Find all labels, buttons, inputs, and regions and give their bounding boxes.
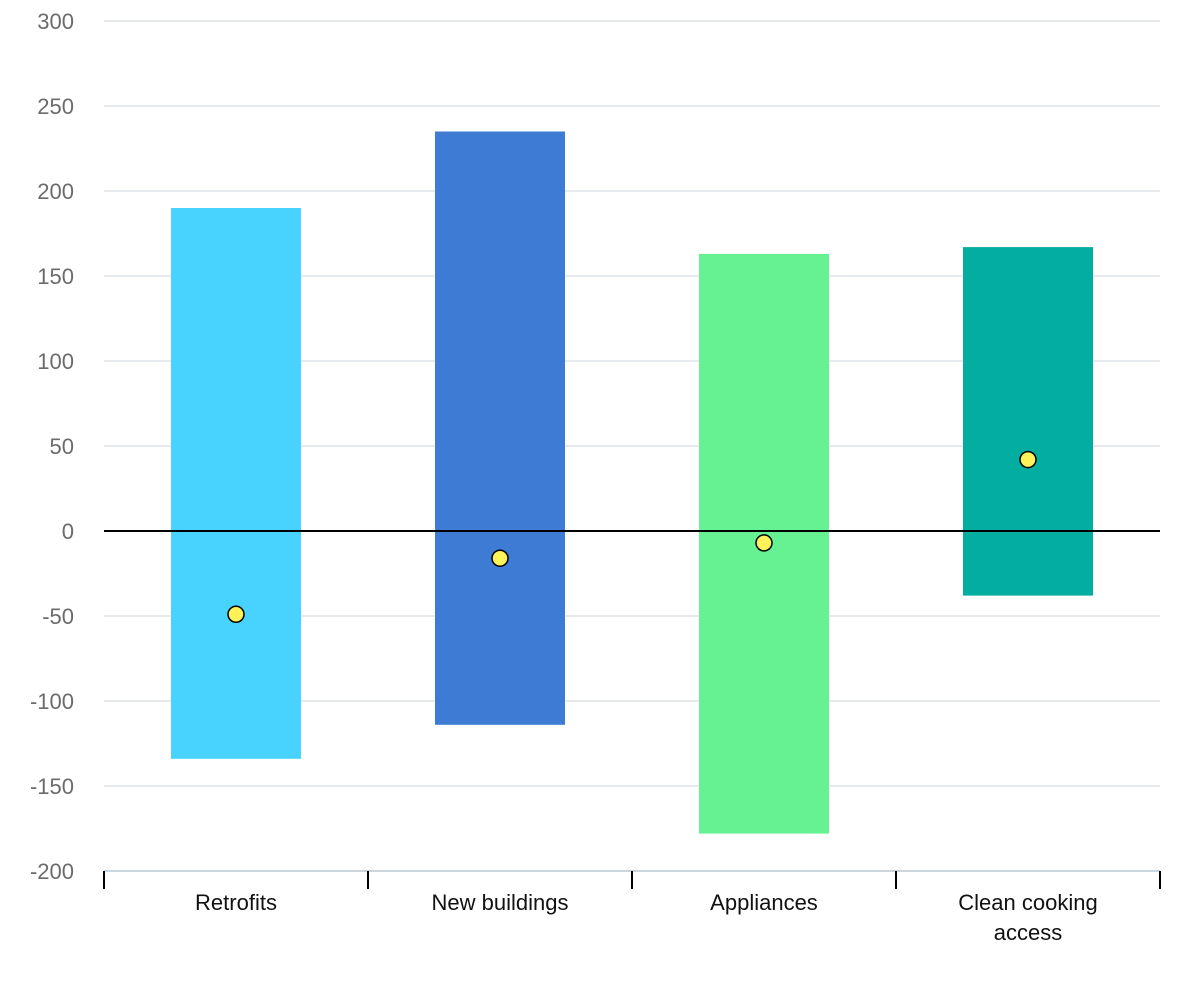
y-tick-label: 300 xyxy=(37,9,74,34)
y-tick-label: 100 xyxy=(37,349,74,374)
range-bar xyxy=(171,208,301,759)
range-bar xyxy=(435,131,565,725)
x-tick-label: access xyxy=(994,920,1062,945)
data-point xyxy=(755,534,773,552)
y-tick-label: -50 xyxy=(42,604,74,629)
y-tick-label: -100 xyxy=(30,689,74,714)
y-tick-label: 50 xyxy=(50,434,74,459)
x-tick-label: New buildings xyxy=(432,890,569,915)
y-tick-label: 150 xyxy=(37,264,74,289)
data-point xyxy=(1019,450,1037,469)
x-tick-label: Retrofits xyxy=(195,890,277,915)
y-tick-label: -200 xyxy=(30,859,74,884)
y-tick-label: 200 xyxy=(37,179,74,204)
x-tick-label: Appliances xyxy=(710,890,818,915)
range-bar xyxy=(963,247,1093,596)
data-point xyxy=(491,549,509,567)
y-tick-label: 0 xyxy=(62,519,74,544)
data-point xyxy=(227,605,245,624)
y-tick-label: 250 xyxy=(37,94,74,119)
y-tick-label: -150 xyxy=(30,774,74,799)
x-tick-label: Clean cooking xyxy=(958,890,1097,915)
